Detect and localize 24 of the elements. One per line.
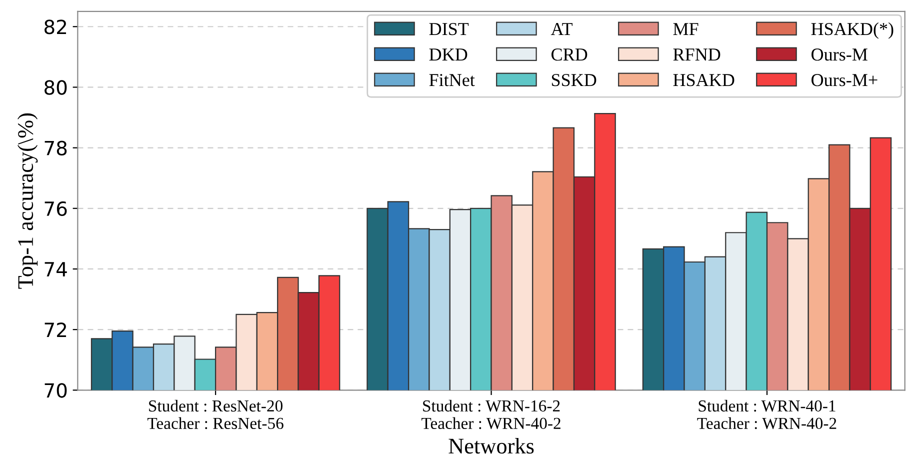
y-tick-label: 76 — [44, 201, 67, 216]
legend-label: DIST — [429, 22, 469, 36]
legend-label: RFND — [673, 48, 720, 60]
y-tick-label: 74 — [44, 262, 67, 276]
legend-label: AT — [550, 23, 573, 35]
y-tick-label: 82 — [44, 20, 66, 34]
legend-label: DKD — [429, 48, 468, 60]
y-tick-label: 78 — [44, 140, 67, 156]
legend-label: SSKD — [552, 74, 596, 86]
x-tick-label: Student : WRN-16-2 Teacher : WRN-40-2 — [422, 400, 560, 430]
x-axis-title: Networks — [448, 438, 534, 454]
y-tick-label: 70 — [44, 383, 67, 398]
legend-label: Ours-M — [812, 48, 868, 61]
legend-label: FitNet — [429, 74, 475, 86]
y-axis-title: Top-1 accuracy(\%) — [17, 113, 38, 289]
x-tick-label: Student : WRN-40-1 Teacher : WRN-40-2 — [697, 400, 836, 430]
legend-label: Ours-M+ — [812, 74, 878, 86]
y-tick-label: 80 — [44, 80, 67, 95]
legend-label: CRD — [551, 48, 588, 61]
y-tick-label: 72 — [44, 322, 66, 337]
legend-label: MF — [673, 23, 698, 35]
legend-label: HSAKD — [673, 74, 734, 86]
legend-label: HSAKD(*) — [811, 22, 894, 39]
x-tick-label: Student : ResNet-20 Teacher : ResNet-56 — [147, 400, 284, 430]
